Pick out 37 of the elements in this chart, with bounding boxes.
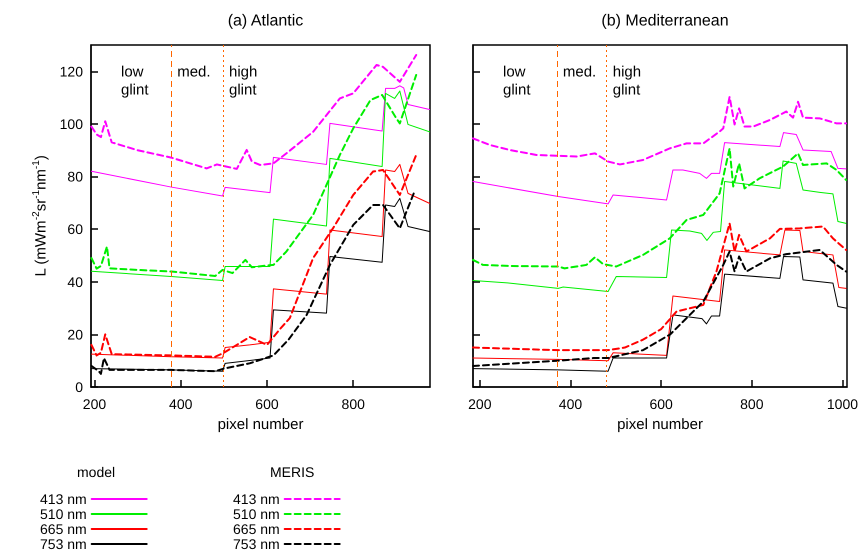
legend-label: 753 nm (40, 536, 87, 552)
x-tick-label: 400 (169, 396, 193, 412)
legend-label: 510 nm (40, 506, 87, 522)
y-tick-label: 100 (60, 116, 84, 132)
legend-label: 753 nm (232, 536, 280, 552)
annotation: low glint (503, 64, 532, 98)
x-axis-title: pixel number (218, 416, 304, 433)
x-tick-label: 1000 (826, 396, 858, 412)
x-tick-label: 800 (342, 396, 366, 412)
legend-label: 510 nm (232, 506, 280, 522)
x-tick-label: 800 (740, 396, 764, 412)
y-tick-label: 40 (67, 274, 84, 290)
x-tick-label: 400 (558, 396, 582, 412)
legend-label: 665 nm (40, 521, 87, 537)
chart-title: (b) Mediterranean (601, 12, 729, 30)
text: MERIS (270, 464, 314, 480)
x-tick-label: 600 (255, 396, 279, 412)
x-tick-label: 200 (82, 396, 106, 412)
annotation: low glint (121, 64, 150, 98)
annotation: high glint (612, 64, 642, 98)
y-axis-title: L (mWm-2sr-1nm-1) (31, 155, 50, 277)
chart-title: (a) Atlantic (228, 12, 304, 30)
annotation: med. (562, 64, 596, 80)
x-tick-label: 600 (649, 396, 674, 412)
x-axis-title: pixel number (617, 416, 703, 433)
y-tick-label: 80 (67, 168, 84, 185)
y-tick-label: 120 (60, 63, 84, 80)
legend-label: 665 nm (232, 521, 280, 537)
text: model (77, 464, 116, 480)
legend-label: 413 nm (232, 491, 280, 507)
legend-label: 413 nm (40, 491, 87, 507)
y-tick-label: 60 (67, 221, 84, 238)
y-tick-label: 0 (75, 379, 84, 395)
annotation: high glint (228, 64, 258, 98)
x-tick-label: 200 (468, 396, 492, 412)
annotation: med. (177, 64, 211, 80)
y-tick-label: 20 (67, 326, 84, 342)
